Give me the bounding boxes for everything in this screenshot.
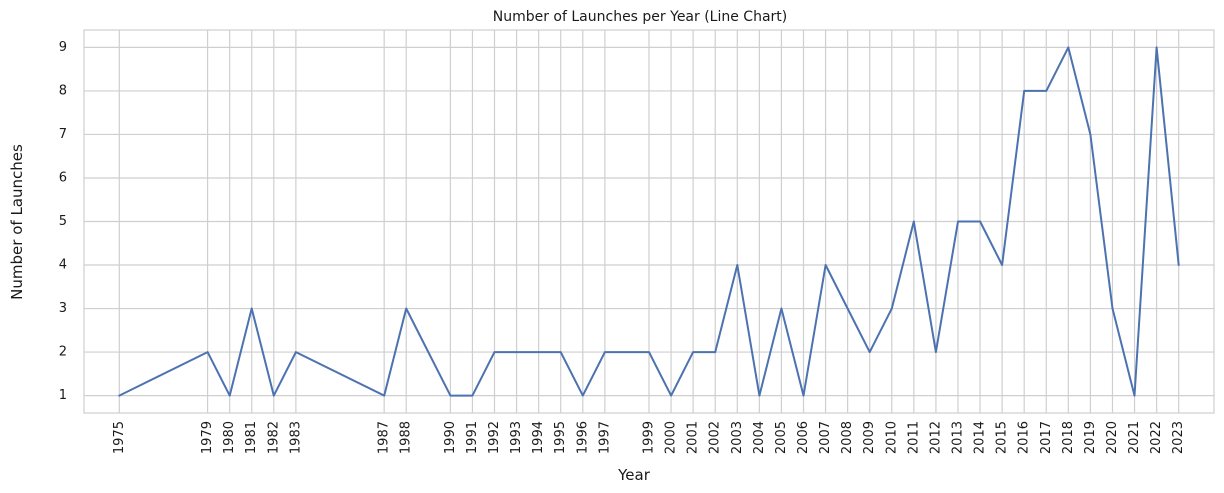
y-tick-label: 5: [59, 214, 67, 229]
x-tick-label: 2009: [862, 421, 877, 454]
x-tick-label: 2005: [774, 421, 789, 454]
x-tick-label: 2008: [840, 421, 855, 454]
x-tick-label: 2016: [1017, 421, 1032, 454]
x-tick-label: 2020: [1105, 421, 1120, 454]
plot-frame: [83, 29, 1215, 414]
x-tick-label: 2006: [796, 421, 811, 454]
y-gridlines: [84, 46, 1214, 397]
x-tick-label: 1999: [642, 421, 657, 454]
x-tick-label: 2003: [730, 421, 745, 454]
y-axis-label: Number of Launches: [8, 144, 26, 300]
y-tick-label: 7: [59, 127, 67, 142]
x-tick-label: 2017: [1039, 421, 1054, 454]
x-tick-label: 2013: [950, 421, 965, 454]
x-tick-label: 1996: [575, 421, 590, 454]
x-tick-label: 2001: [686, 421, 701, 454]
x-tick-label: 2000: [664, 421, 679, 454]
x-tick-label: 1983: [288, 421, 303, 454]
x-tick-label: 2023: [1171, 421, 1186, 454]
x-tick-label: 1994: [531, 421, 546, 454]
x-tick-label: 1995: [553, 421, 568, 454]
x-tick-label: 1990: [443, 421, 458, 454]
x-tick-label: 2012: [928, 421, 943, 454]
x-tick-labels: 1975 1979 1980 1981 1982 1983 1987 1988 1990 1991…: [112, 421, 1186, 454]
x-tick-label: 2011: [906, 421, 921, 454]
x-tick-label: 2010: [884, 421, 899, 454]
y-tick-label: 9: [59, 40, 67, 55]
y-tick-label: 6: [59, 170, 67, 185]
x-tick-label: 2021: [1127, 421, 1142, 454]
x-tick-label: 1981: [244, 421, 259, 454]
x-tick-label: 2007: [818, 421, 833, 454]
x-tick-label: 2004: [752, 421, 767, 454]
x-tick-label: 2018: [1061, 421, 1076, 454]
x-tick-label: 1987: [377, 421, 392, 454]
x-tick-label: 1988: [399, 421, 414, 454]
x-tick-label: 1992: [487, 421, 502, 454]
x-tick-label: 1980: [222, 421, 237, 454]
y-tick-label: 8: [59, 83, 67, 98]
x-tick-label: 2014: [973, 421, 988, 454]
y-tick-label: 1: [59, 388, 67, 403]
x-tick-label: 1993: [509, 421, 524, 454]
x-tick-label: 1991: [465, 421, 480, 454]
x-tick-label: 2019: [1083, 421, 1098, 454]
y-tick-label: 3: [59, 301, 67, 316]
x-tick-label: 1979: [200, 421, 215, 454]
y-tick-label: 2: [59, 345, 67, 360]
x-tick-label: 1982: [266, 421, 281, 454]
x-tick-label: 1975: [112, 421, 127, 454]
x-axis-label: Year: [617, 466, 651, 484]
y-tick-label: 4: [59, 258, 67, 273]
x-tick-label: 2022: [1149, 421, 1164, 454]
chart-title: Number of Launches per Year (Line Chart): [493, 9, 788, 25]
x-tick-label: 2002: [708, 421, 723, 454]
series-line: [118, 46, 1180, 397]
x-tick-label: 1997: [597, 421, 612, 454]
y-tick-labels: 1 2 3 4 5 6 7 8 9: [59, 40, 67, 403]
x-tick-label: 2015: [995, 421, 1010, 454]
